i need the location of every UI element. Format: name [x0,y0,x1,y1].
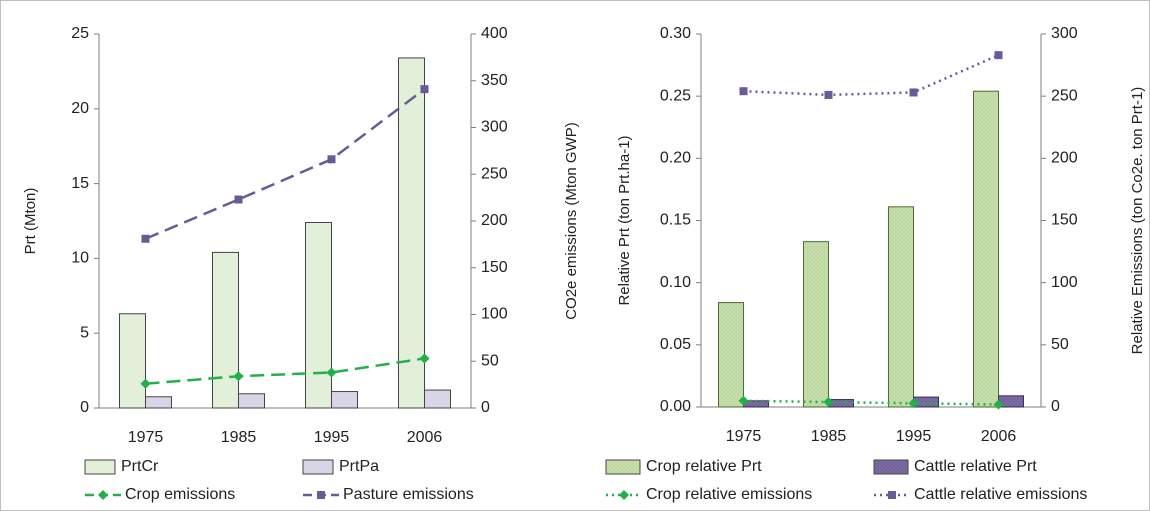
right-tick-label: 100 [481,306,508,323]
bar-prtpa [145,396,172,409]
legend-label: Cattle relative Prt [914,458,1037,475]
point-crop-emissions [233,371,244,382]
right-tick-label: 200 [481,212,508,229]
point-pasture-emissions [327,155,336,164]
legend-label: Cattle relative emissions [914,486,1087,503]
point-crop-emissions [419,353,430,364]
right-tick-label: 200 [1051,150,1078,167]
bar-prtpa [238,393,265,409]
point-pasture-emissions [141,234,150,243]
left-axis-title: Relative Prt (ton Prt.ha-1) [616,135,633,305]
bar-prtpa [424,389,451,409]
left-tick-label: 0.05 [660,336,691,353]
right-axis-title: CO2e emissions (Mton GWP) [563,122,580,320]
bar-crop-relative-prt [803,241,829,408]
point-crop-relative-emissions [908,398,919,409]
point-crop-relative-emissions [993,399,1004,410]
left-tick-label: 0 [80,399,89,416]
right-tick-label: 0 [1051,398,1060,415]
bar-prtcr [398,57,425,409]
left-tick-label: 25 [71,25,89,42]
right-tick-label: 50 [1051,336,1069,353]
legend-label: Crop relative Prt [646,458,762,475]
left-tick-label: 0.15 [660,212,691,229]
left-tick-label: 0.30 [660,25,691,42]
point-cattle-relative-emissions [994,51,1003,60]
category-label: 1985 [811,428,847,445]
category-label: 1985 [221,429,257,446]
legend-marker [619,490,629,500]
point-crop-emissions [326,367,337,378]
point-cattle-relative-emissions [909,88,918,97]
legend-marker [888,491,896,499]
category-label: 1995 [896,428,932,445]
legend-label: Crop emissions [125,486,235,503]
legend-label: Pasture emissions [343,486,474,503]
category-label: 1975 [128,429,164,446]
bar-prtcr [305,221,332,409]
right-tick-label: 350 [481,72,508,89]
point-crop-emissions [140,378,151,389]
point-pasture-emissions [420,85,429,94]
right-tick-label: 300 [1051,25,1078,42]
left-tick-label: 15 [71,175,89,192]
right-tick-label: 250 [481,165,508,182]
point-crop-relative-emissions [823,397,834,408]
bar-crop-relative-prt [718,302,744,408]
right-tick-label: 250 [1051,87,1078,104]
left-tick-label: 20 [71,100,89,117]
bar-crop-relative-prt [888,206,914,408]
category-label: 1995 [314,429,350,446]
right-tick-label: 100 [1051,274,1078,291]
legend-marker [98,490,108,500]
category-label: 1975 [726,428,762,445]
left-axis-title: Prt (Mton) [22,188,39,255]
left-tick-label: 0.25 [660,87,691,104]
right-tick-label: 50 [481,352,499,369]
legend-marker [317,491,325,499]
right-tick-label: 150 [1051,212,1078,229]
right-tick-label: 300 [481,119,508,136]
point-crop-relative-emissions [738,395,749,406]
legend-label: PrtCr [121,458,159,475]
point-cattle-relative-emissions [739,87,748,96]
left-tick-label: 0.20 [660,150,691,167]
category-label: 2006 [981,428,1017,445]
left-tick-label: 5 [80,324,89,341]
category-label: 2006 [407,429,443,446]
bar-prtcr [119,313,146,409]
legend-symbol [84,459,116,475]
bar-prtcr [212,251,239,409]
legend-label: Crop relative emissions [646,486,812,503]
point-pasture-emissions [234,195,243,204]
line-cattle-relative-emissions [743,53,1000,97]
right-tick-label: 400 [481,25,508,42]
legend-symbol [605,459,641,475]
left-tick-label: 10 [71,250,89,267]
bar-crop-relative-prt [973,90,999,408]
line-pasture-emissions [145,88,426,240]
right-tick-label: 0 [481,399,490,416]
bar-prtpa [331,391,358,409]
legend-symbol [873,459,909,475]
point-cattle-relative-emissions [824,90,833,99]
left-tick-label: 0.00 [660,398,691,415]
legend-symbol [302,459,334,475]
line-crop-relative-emissions [743,399,999,406]
line-crop-emissions [145,357,425,385]
legend-label: PrtPa [339,458,379,475]
right-axis-title: Relative Emissions (ton Co2e. ton Prt-1) [1129,87,1146,355]
right-tick-label: 150 [481,259,508,276]
left-tick-label: 0.10 [660,274,691,291]
